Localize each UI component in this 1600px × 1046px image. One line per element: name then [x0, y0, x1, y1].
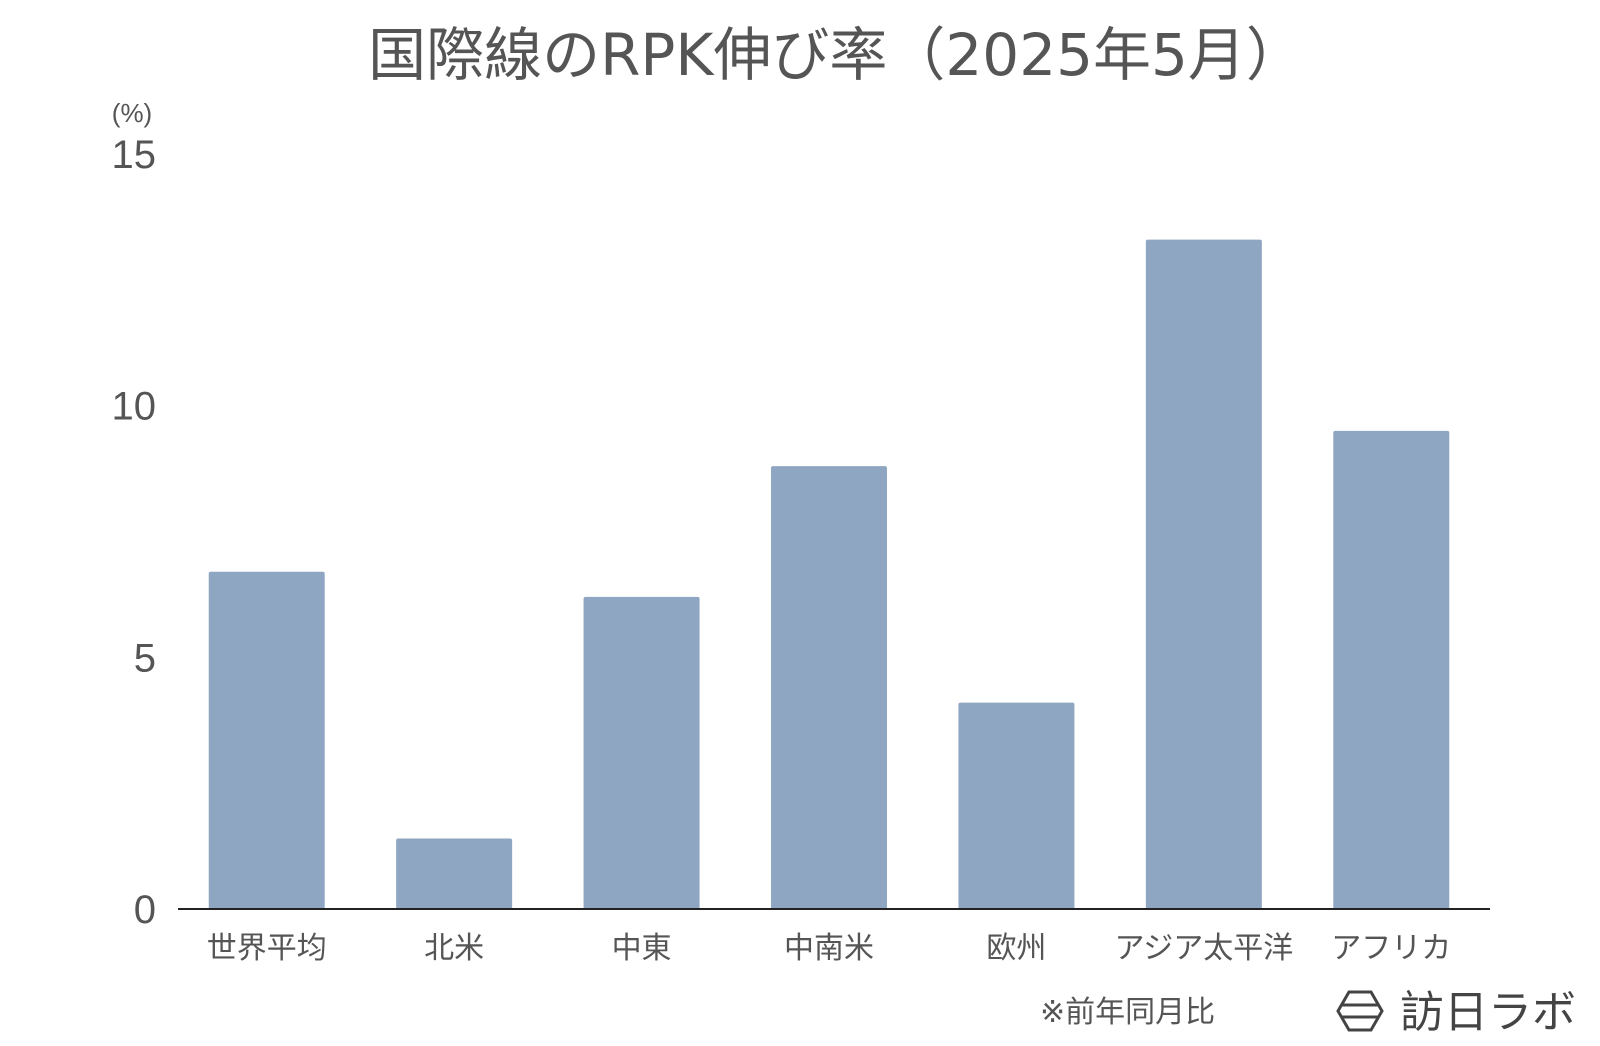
y-axis-ticks: 0 5 10 15 — [112, 133, 157, 932]
x-category-label: 北米 — [424, 931, 484, 966]
category-labels: 世界平均 北米 中東 中南米 欧州 アジア太平洋 アフリカ — [207, 931, 1452, 966]
x-category-label: 中東 — [612, 931, 672, 966]
x-category-label: アジア太平洋 — [1114, 931, 1293, 966]
x-category-label: 中南米 — [784, 931, 874, 966]
bar — [958, 702, 1075, 909]
y-tick-label: 10 — [112, 385, 157, 429]
y-axis-unit: (%) — [112, 98, 152, 128]
bar — [396, 838, 513, 909]
brand-name: 訪日ラボ — [1400, 987, 1576, 1038]
x-category-label: 世界平均 — [207, 931, 327, 966]
bar — [208, 571, 325, 909]
footnote: ※前年同月比 — [1040, 995, 1215, 1030]
bar — [1145, 239, 1262, 910]
y-tick-label: 5 — [134, 636, 156, 680]
y-tick-label: 15 — [112, 133, 157, 177]
bar — [583, 596, 700, 909]
bar — [771, 466, 887, 909]
bar — [1333, 430, 1450, 909]
x-category-label: 欧州 — [986, 931, 1046, 966]
x-category-label: アフリカ — [1331, 931, 1451, 966]
bars — [208, 239, 1450, 910]
hexagon-logo-icon — [1336, 990, 1384, 1032]
brand-logo: 訪日ラボ — [1336, 987, 1576, 1038]
chart-title: 国際線のRPK伸び率（2025年5月） — [368, 21, 1304, 89]
y-tick-label: 0 — [134, 888, 156, 932]
